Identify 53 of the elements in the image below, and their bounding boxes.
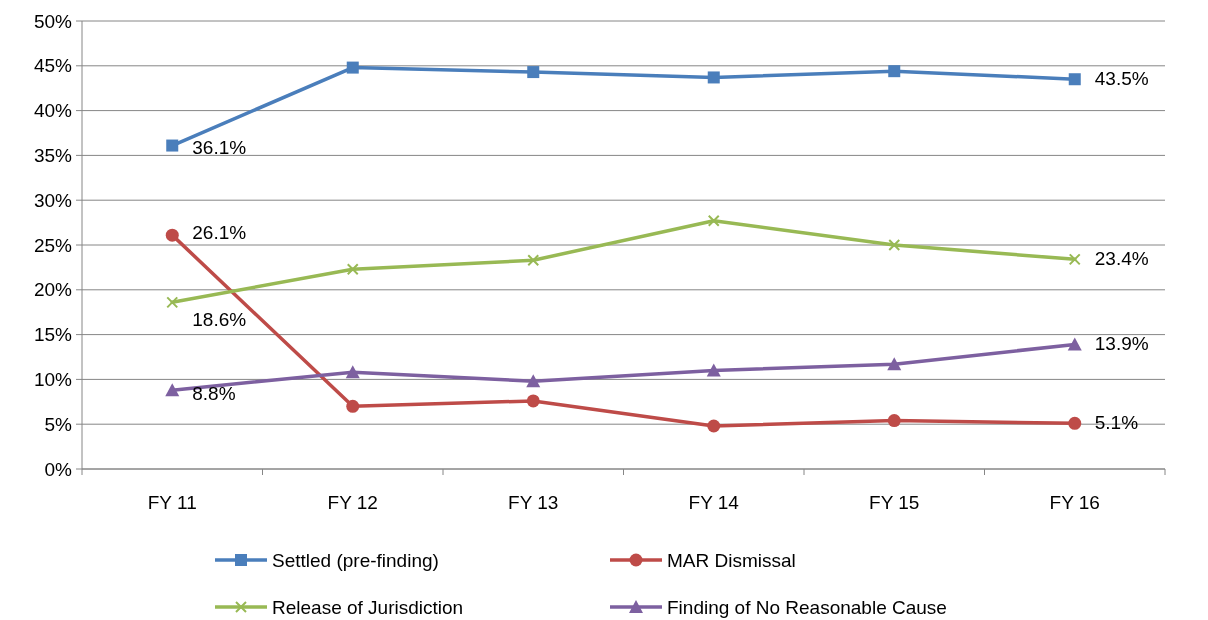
y-tick-label: 15% [33,324,73,346]
data-label: 18.6% [192,309,247,331]
x-tick-label: FY 16 [1049,492,1100,513]
y-tick-label: 10% [33,369,73,391]
point [707,419,721,433]
point [346,263,359,276]
data-label: 26.1% [192,222,247,244]
data-label: 13.9% [1094,333,1149,355]
point [526,374,541,388]
point [888,65,901,78]
y-tick-label: 40% [33,100,73,122]
point [888,239,901,251]
point [1068,416,1082,430]
data-label: 36.1% [192,136,247,158]
x-tick-label: FY 15 [869,492,920,513]
x-tick-label: FY 14 [688,492,740,513]
point [165,228,179,242]
point [526,394,540,408]
point [1067,337,1082,351]
data-label: 5.1% [1094,412,1139,434]
point [346,399,360,413]
legend-label: Release of Jurisdiction [272,596,464,618]
point [1068,253,1081,266]
point [166,296,179,309]
point [346,61,359,74]
y-tick-label: 5% [44,413,73,435]
y-tick-label: 50% [33,10,73,32]
y-tick-label: 45% [33,55,73,77]
point [887,414,901,428]
point [1068,73,1081,86]
legend-label: Settled (pre-finding) [272,549,439,571]
point [166,139,179,152]
y-tick-label: 25% [33,234,73,256]
x-tick-label: FY 11 [147,492,197,513]
y-tick-label: 20% [33,279,73,301]
data-label: 23.4% [1094,248,1149,270]
point [707,71,720,84]
y-tick-label: 0% [44,458,73,480]
x-tick-label: FY 12 [327,492,378,513]
legend-label: Finding of No Reasonable Cause [667,596,947,618]
point [887,357,902,371]
point [165,383,180,397]
y-tick-label: 35% [33,145,73,167]
data-label: 8.8% [192,383,236,405]
point [345,365,360,379]
x-tick-label: FY 13 [508,492,559,513]
point [527,66,540,79]
legend-label: MAR Dismissal [667,549,796,571]
data-label: 43.5% [1094,68,1149,90]
point [527,254,540,267]
point [706,363,721,377]
y-tick-label: 30% [33,189,73,211]
point [707,214,720,227]
